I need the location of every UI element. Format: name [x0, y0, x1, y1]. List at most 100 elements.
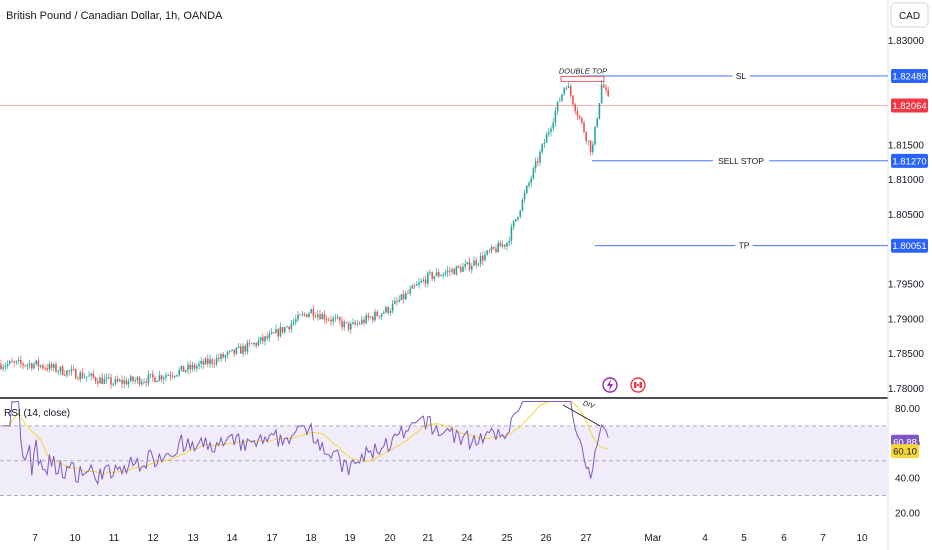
candle [246, 342, 249, 352]
candle [303, 314, 306, 315]
candle [81, 372, 84, 378]
double-top-box[interactable] [560, 75, 605, 82]
candle [471, 265, 473, 270]
time-label: 7 [32, 533, 38, 544]
candle [532, 168, 535, 179]
candle [154, 377, 156, 383]
candle [270, 332, 273, 334]
candle [15, 361, 18, 363]
candle [103, 378, 106, 384]
candle [506, 242, 508, 247]
time-label: 25 [501, 533, 513, 544]
time-label: 17 [266, 533, 278, 544]
candle [163, 377, 165, 380]
canada-flag-icon[interactable] [630, 377, 646, 393]
level-price-tag [891, 153, 928, 168]
time-label: 5 [741, 533, 747, 544]
candle [451, 269, 453, 272]
candle [314, 316, 317, 318]
candle [510, 226, 513, 242]
candle [490, 246, 493, 252]
candle [444, 272, 447, 275]
divergence-line[interactable] [562, 404, 601, 427]
rsi-value-label: 60.88 [893, 437, 917, 448]
candle [310, 309, 312, 314]
double-top-label: DOUBLE TOP [559, 66, 607, 75]
candle [295, 319, 297, 322]
candle [539, 151, 541, 163]
candle [438, 272, 440, 277]
candle [605, 87, 607, 90]
candle [541, 144, 543, 152]
candle [583, 122, 585, 133]
candle [363, 319, 365, 324]
candle [226, 352, 229, 356]
time-axis[interactable]: 7 10 11 12 13 14 17 18 19 20 21 24 25 26 27 Mar 4 5 6 7 10 [32, 533, 868, 544]
candle [301, 314, 304, 315]
time-label: 4 [702, 533, 708, 544]
candle [220, 353, 222, 359]
candle [400, 294, 403, 301]
candle [4, 365, 7, 367]
level-label-bg [735, 239, 753, 252]
price-axis[interactable]: 1.83000 1.81500 1.81000 1.80500 1.79500 1.790… [888, 36, 925, 395]
candle [501, 244, 504, 247]
candle [499, 242, 502, 247]
candle [336, 317, 339, 319]
lightning-icon[interactable] [602, 377, 618, 393]
candle [209, 359, 211, 364]
candle [17, 360, 20, 362]
candle [332, 318, 334, 322]
rsi-title[interactable]: RSI (14, close) [4, 408, 70, 419]
candle [68, 370, 70, 372]
candle [405, 293, 407, 300]
candle [530, 178, 532, 183]
candle [193, 364, 196, 369]
candle [171, 376, 174, 377]
currency-selector[interactable] [890, 2, 929, 28]
candle [0, 364, 2, 370]
candle [431, 272, 433, 279]
candle [202, 360, 205, 365]
candle [97, 381, 99, 384]
candle [101, 377, 103, 384]
candle [257, 340, 260, 346]
candle [281, 327, 284, 333]
candle [519, 210, 521, 217]
current-price-tag [891, 98, 928, 113]
candle [323, 313, 326, 320]
level-label: SL [736, 71, 747, 81]
time-label: 27 [580, 533, 592, 544]
candle [182, 365, 185, 372]
candle [251, 343, 253, 345]
candle [361, 319, 363, 324]
candle [517, 216, 519, 220]
candle [147, 374, 150, 384]
candle [143, 381, 145, 383]
rsi-tick: 80.00 [895, 404, 920, 415]
candle [550, 128, 552, 133]
candle [145, 381, 147, 384]
candle [90, 373, 92, 376]
candle [559, 100, 561, 102]
candle [169, 375, 172, 377]
time-label: 26 [540, 533, 552, 544]
candle [248, 342, 251, 344]
candle [497, 242, 499, 253]
candle [523, 193, 526, 200]
candle [240, 346, 242, 354]
candle [264, 336, 266, 342]
candle [39, 365, 42, 367]
symbol-title[interactable]: British Pound / Canadian Dollar, 1h, OAN… [6, 10, 223, 22]
candle [350, 323, 352, 330]
rsi-ma-tag [891, 444, 919, 459]
candle [574, 104, 576, 112]
candle [262, 337, 264, 342]
candle [123, 380, 125, 384]
candle [156, 380, 158, 383]
candle [468, 262, 471, 270]
candle [424, 279, 427, 284]
candle [273, 332, 275, 334]
candle [286, 326, 288, 328]
